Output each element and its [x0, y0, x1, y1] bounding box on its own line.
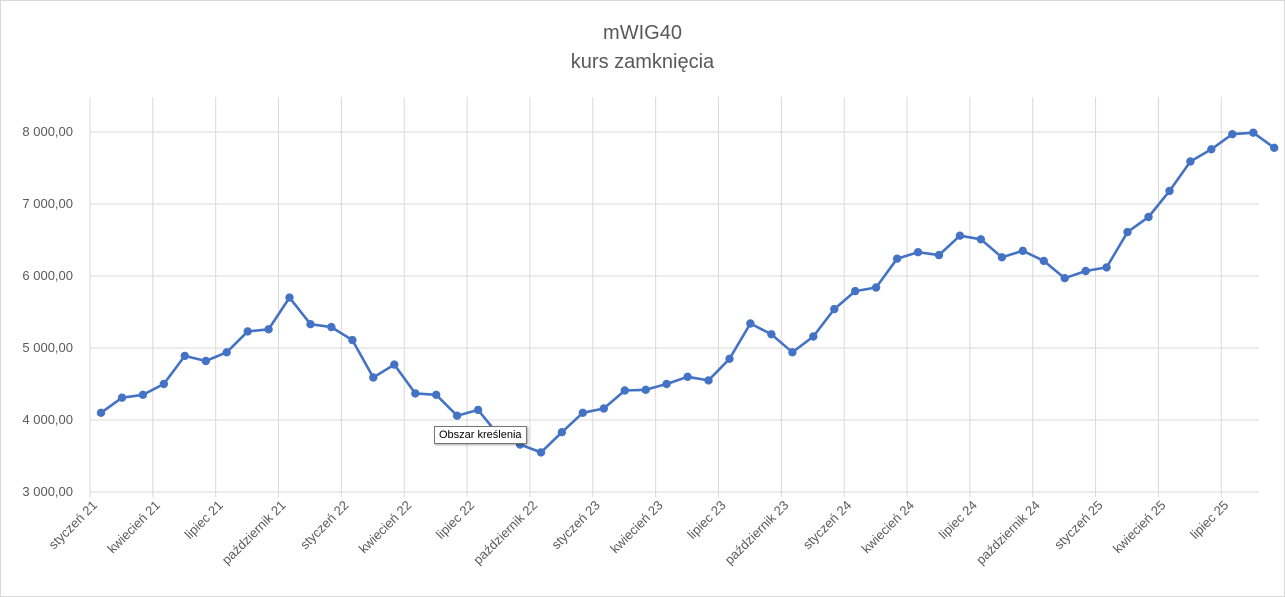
x-tick-label: październik 23	[722, 498, 792, 568]
data-point	[1060, 274, 1069, 283]
data-point	[871, 283, 881, 292]
data-point	[767, 330, 776, 339]
data-point	[997, 253, 1007, 262]
plot-area-tooltip: Obszar kreślenia	[434, 426, 527, 444]
y-tick-label: 6 000,00	[22, 268, 73, 283]
x-tick-label: kwiecień 22	[356, 498, 415, 557]
data-point	[1081, 266, 1090, 276]
data-point	[976, 235, 986, 244]
data-point	[1123, 227, 1132, 237]
data-point	[201, 356, 210, 366]
data-point	[473, 405, 483, 415]
x-tick-label: styczeń 22	[297, 498, 352, 553]
x-tick-label: lipiec 22	[433, 498, 477, 542]
data-point	[1228, 130, 1237, 139]
series-line	[100, 131, 1275, 454]
data-point	[348, 335, 357, 345]
x-tick-label: styczeń 25	[1051, 498, 1106, 553]
x-tick-label: kwiecień 25	[1110, 498, 1169, 557]
data-point	[1102, 263, 1111, 272]
data-point	[851, 286, 860, 296]
x-tick-label: kwiecień 24	[859, 498, 918, 557]
data-point	[1039, 256, 1049, 266]
data-point	[578, 408, 587, 417]
data-point	[620, 386, 629, 395]
data-point	[1018, 246, 1027, 255]
data-point	[1144, 212, 1153, 222]
data-point	[809, 332, 818, 341]
data-point	[327, 322, 336, 332]
data-point	[641, 385, 650, 394]
data-point	[285, 293, 294, 302]
data-point	[159, 379, 168, 389]
data-point	[662, 379, 671, 389]
x-tick-label: październik 21	[219, 498, 289, 568]
data-point	[1249, 128, 1258, 137]
data-point	[117, 393, 127, 402]
data-point	[243, 327, 252, 336]
x-tick-label: kwiecień 23	[607, 498, 666, 557]
data-point	[725, 354, 734, 363]
data-point	[369, 373, 378, 382]
data-point	[222, 348, 231, 357]
data-point	[432, 390, 441, 399]
y-tick-label: 3 000,00	[22, 484, 73, 499]
data-point	[1270, 143, 1279, 152]
chart-title: mWIG40	[603, 22, 682, 44]
x-tick-label: kwiecień 21	[104, 498, 163, 557]
chart-subtitle: kurs zamknięcia	[570, 51, 715, 73]
data-point	[306, 320, 315, 329]
data-point	[955, 231, 965, 240]
data-point	[892, 254, 902, 263]
data-point	[913, 248, 923, 257]
series-mwig40	[96, 128, 1279, 457]
x-tick-label: lipiec 21	[181, 498, 225, 542]
data-point	[1165, 186, 1174, 196]
x-tick-label: październik 22	[470, 498, 540, 568]
x-tick-label: październik 24	[973, 498, 1043, 568]
data-point	[536, 448, 546, 457]
data-point	[599, 404, 608, 413]
data-point	[830, 304, 839, 314]
data-point	[934, 250, 944, 260]
x-tick-label: styczeń 24	[800, 498, 855, 553]
data-point	[264, 325, 273, 334]
data-point	[452, 411, 462, 420]
y-tick-label: 5 000,00	[22, 340, 73, 355]
data-point	[96, 408, 106, 417]
data-point	[704, 376, 713, 385]
data-point	[788, 348, 797, 357]
data-point	[746, 319, 755, 328]
y-tick-label: 4 000,00	[22, 412, 73, 427]
data-point	[390, 360, 399, 369]
y-tick-label: 8 000,00	[22, 124, 73, 139]
data-point	[1207, 145, 1216, 154]
x-tick-label: styczeń 23	[548, 498, 603, 553]
x-tick-label: lipiec 25	[1187, 498, 1231, 542]
x-tick-label: lipiec 24	[936, 498, 980, 542]
data-point	[138, 390, 148, 399]
y-tick-label: 7 000,00	[22, 196, 73, 211]
gridlines	[89, 97, 1259, 493]
data-point	[683, 372, 692, 381]
data-point	[1186, 157, 1195, 166]
data-point	[411, 389, 420, 398]
data-point	[557, 428, 567, 437]
data-point	[180, 351, 189, 361]
axes: 3 000,00 4 000,00 5 000,00 6 000,00 7 000,00…	[22, 124, 1259, 567]
x-tick-label: styczeń 21	[46, 498, 101, 553]
x-tick-label: lipiec 23	[684, 498, 728, 542]
